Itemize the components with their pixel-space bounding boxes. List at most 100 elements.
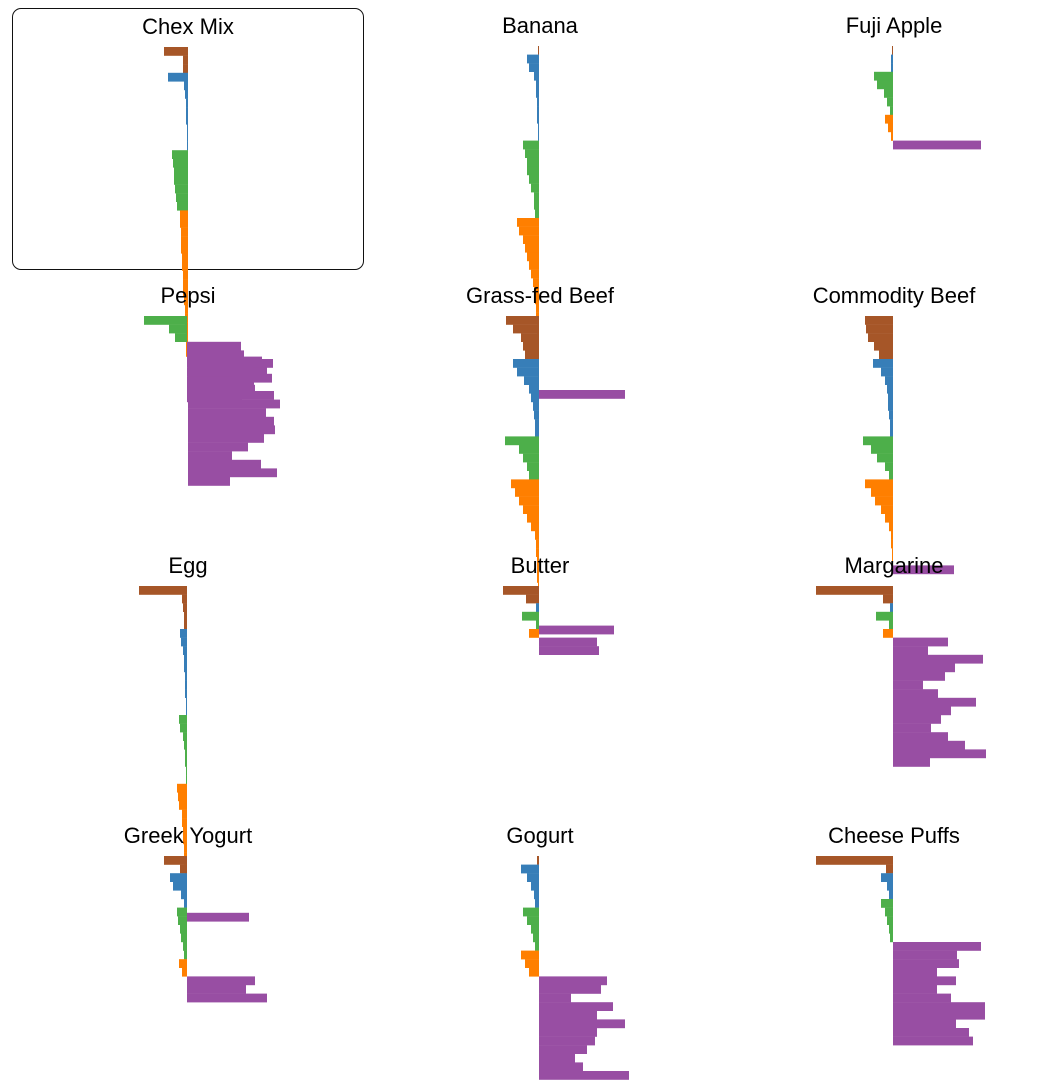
fat-bar [874, 342, 893, 351]
protein-bar [891, 55, 893, 64]
vitamin-bar [177, 784, 187, 793]
protein-bar [891, 63, 893, 72]
protein-bar [538, 132, 539, 141]
protein-bar [186, 706, 187, 715]
vitamin-bar [178, 792, 187, 801]
protein-bar [536, 80, 539, 89]
protein-bar [531, 393, 539, 402]
mineral-bar [178, 916, 187, 925]
carb-bar [893, 698, 976, 707]
protein-bar [181, 638, 187, 647]
protein-bar [186, 99, 188, 108]
protein-bar [534, 72, 539, 81]
protein-bar [185, 90, 188, 99]
carb-bar [893, 715, 941, 724]
protein-bar [536, 89, 539, 98]
protein-bar [531, 882, 539, 891]
fat-bar [139, 586, 187, 595]
chart-panel[interactable]: Greek Yogurt [12, 818, 364, 1080]
protein-bar [529, 63, 539, 72]
fat-bar [816, 586, 893, 595]
vitamin-bar [519, 497, 539, 506]
mineral-bar [877, 80, 893, 89]
chart-panel[interactable]: Cheese Puffs [718, 818, 1060, 1080]
bar-plot [718, 8, 1060, 270]
chart-panel[interactable]: Egg [12, 548, 364, 810]
vitamin-bar [517, 218, 539, 227]
carb-bar [187, 368, 253, 377]
protein-bar [513, 359, 539, 368]
mineral-bar [180, 925, 187, 934]
chart-panel[interactable]: Pepsi [12, 278, 364, 540]
bar-plot [718, 278, 1060, 540]
protein-bar [890, 428, 893, 437]
mineral-bar [533, 933, 539, 942]
carb-bar [893, 994, 951, 1003]
protein-bar [186, 107, 188, 116]
chart-panel[interactable]: Gogurt [364, 818, 716, 1080]
vitamin-bar [182, 253, 188, 262]
carb-bar [893, 689, 938, 698]
carb-bar [893, 672, 945, 681]
mineral-bar [519, 445, 539, 454]
protein-bar [186, 116, 188, 125]
carb-bar [187, 985, 246, 994]
bar-plot [12, 548, 364, 810]
chart-panel[interactable]: Banana [364, 8, 716, 270]
carb-bar [893, 749, 986, 758]
protein-bar [187, 133, 188, 142]
chart-panel[interactable]: Chex Mix [12, 8, 364, 270]
vitamin-bar [531, 522, 539, 531]
mineral-bar [529, 175, 539, 184]
mineral-bar [523, 141, 539, 150]
vitamin-bar [523, 505, 539, 514]
mineral-bar [529, 471, 539, 480]
vitamin-bar [181, 245, 188, 254]
chart-panel[interactable]: Commodity Beef [718, 278, 1060, 540]
fat-bar [180, 865, 187, 874]
mineral-bar [871, 445, 893, 454]
protein-bar [885, 376, 893, 385]
mineral-bar [531, 184, 539, 193]
chart-panel[interactable]: Grass-fed Beef [364, 278, 716, 540]
protein-bar [521, 865, 539, 874]
carb-bar [539, 985, 601, 994]
protein-bar [187, 124, 188, 133]
protein-bar [184, 655, 187, 664]
mineral-bar [889, 471, 893, 480]
vitamin-bar [865, 479, 893, 488]
mineral-bar [172, 150, 188, 159]
chart-panel[interactable]: Butter [364, 548, 716, 810]
fat-bar [537, 856, 539, 865]
mineral-bar [185, 749, 187, 758]
protein-bar [185, 672, 187, 681]
carb-bar [893, 1028, 969, 1037]
mineral-bar [186, 767, 187, 776]
mineral-bar [184, 741, 187, 750]
fat-bar [879, 350, 893, 359]
protein-bar [183, 646, 187, 655]
vitamin-bar [881, 505, 893, 514]
protein-bar [881, 873, 893, 882]
protein-bar [887, 385, 893, 394]
fat-bar [184, 620, 187, 629]
carb-bar [187, 994, 267, 1003]
protein-bar [534, 411, 539, 420]
vitamin-bar [529, 629, 539, 638]
fat-bar [526, 595, 539, 604]
mineral-bar [523, 908, 539, 917]
carb-bar [893, 976, 956, 985]
protein-bar [186, 698, 187, 707]
bar-plot [13, 9, 365, 271]
vitamin-bar [535, 531, 539, 540]
chart-panel[interactable]: Margarine [718, 548, 1060, 810]
fat-bar [521, 333, 539, 342]
fat-bar [513, 325, 539, 334]
mineral-bar [174, 176, 188, 185]
carb-bar [893, 985, 937, 994]
mineral-bar [175, 185, 188, 194]
mineral-bar [536, 620, 539, 629]
carb-bar [539, 1037, 595, 1046]
chart-panel[interactable]: Fuji Apple [718, 8, 1060, 270]
fat-bar [183, 603, 187, 612]
